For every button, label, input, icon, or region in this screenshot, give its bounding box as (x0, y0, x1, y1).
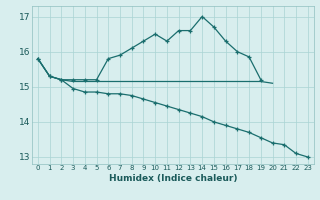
X-axis label: Humidex (Indice chaleur): Humidex (Indice chaleur) (108, 174, 237, 183)
